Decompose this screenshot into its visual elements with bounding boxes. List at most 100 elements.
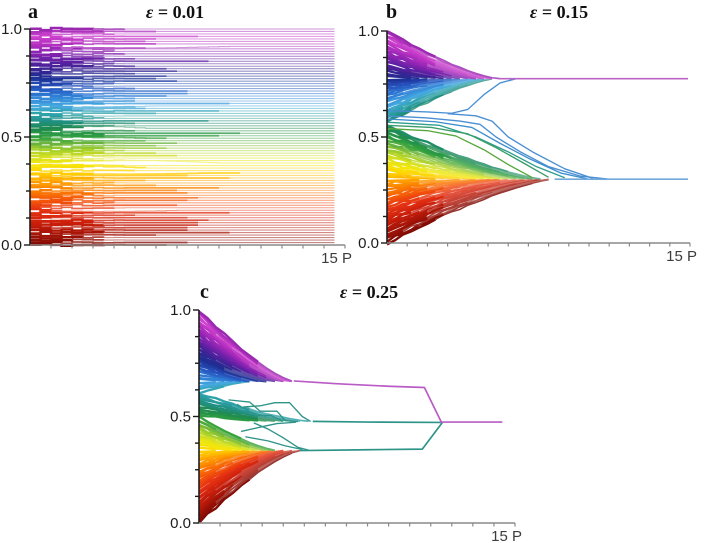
panel-a-label: a bbox=[28, 1, 38, 23]
agent-line bbox=[435, 178, 476, 184]
agent-line bbox=[198, 450, 216, 454]
agent-line bbox=[51, 69, 177, 73]
y-tick-label: 0.0 bbox=[170, 515, 191, 532]
agent-line bbox=[61, 129, 135, 133]
agent-line bbox=[30, 189, 53, 193]
agent-line bbox=[61, 241, 188, 245]
panel-b-label: b bbox=[386, 1, 398, 23]
agent-line bbox=[198, 449, 242, 458]
agent-line bbox=[198, 424, 225, 438]
agent-line bbox=[386, 72, 412, 78]
agent-line bbox=[82, 59, 209, 63]
agent-line bbox=[386, 213, 444, 243]
straggler-line bbox=[386, 127, 533, 179]
agent-line bbox=[386, 157, 412, 166]
agent-line bbox=[72, 209, 335, 213]
agent-line bbox=[198, 380, 233, 389]
agent-line bbox=[435, 56, 501, 80]
agent-line bbox=[435, 180, 501, 198]
agent-line bbox=[386, 166, 420, 174]
agent-line bbox=[82, 157, 335, 160]
agent-line bbox=[402, 146, 493, 175]
agent-line bbox=[419, 85, 460, 103]
agent-line bbox=[30, 191, 95, 195]
agent-line bbox=[386, 64, 412, 73]
agent-line bbox=[30, 176, 95, 180]
agent-line bbox=[61, 193, 105, 197]
agent-line bbox=[30, 160, 42, 163]
agent-line bbox=[93, 164, 126, 167]
agent-line bbox=[386, 149, 404, 155]
epsilon-symbol: ε bbox=[339, 282, 348, 302]
agent-line bbox=[30, 198, 74, 203]
agent-line bbox=[386, 79, 428, 88]
agent-line bbox=[72, 139, 146, 142]
agent-line bbox=[51, 117, 105, 120]
agent-line bbox=[198, 324, 242, 361]
agent-line bbox=[30, 40, 53, 44]
agent-line bbox=[198, 353, 225, 369]
straggler-line bbox=[386, 124, 549, 178]
y-tick-label: 1.0 bbox=[358, 23, 379, 40]
agent-line bbox=[435, 183, 468, 192]
agent-line bbox=[40, 169, 135, 173]
agent-line bbox=[386, 172, 404, 176]
agent-line bbox=[30, 87, 63, 91]
agent-line bbox=[30, 171, 95, 176]
agent-line bbox=[386, 186, 412, 195]
agent-line bbox=[30, 37, 84, 41]
agent-line bbox=[61, 52, 126, 56]
x-axis-label: 15 P bbox=[321, 250, 352, 267]
agent-line bbox=[93, 65, 135, 68]
agent-line bbox=[198, 446, 216, 451]
agent-line bbox=[386, 87, 404, 96]
agent-line bbox=[30, 76, 84, 81]
agent-line bbox=[249, 408, 309, 423]
straggler-line bbox=[240, 421, 296, 433]
agent-line bbox=[386, 124, 445, 151]
agent-line bbox=[410, 182, 485, 204]
agent-line bbox=[72, 92, 188, 95]
agent-line bbox=[30, 223, 105, 227]
agent-line bbox=[30, 203, 53, 207]
agent-line bbox=[427, 201, 469, 220]
straggler-line bbox=[386, 118, 588, 180]
agent-line bbox=[51, 39, 146, 43]
agent-line bbox=[198, 449, 233, 457]
agent-line bbox=[30, 227, 95, 232]
agent-line bbox=[198, 436, 217, 445]
y-tick-label: 0.5 bbox=[358, 129, 379, 146]
agent-line bbox=[30, 195, 84, 200]
agent-line bbox=[198, 431, 242, 448]
agent-line bbox=[386, 151, 412, 162]
agent-line bbox=[198, 484, 226, 506]
straggler-line bbox=[253, 422, 309, 451]
agent-line bbox=[51, 156, 84, 160]
agent-line bbox=[386, 211, 412, 224]
agent-line bbox=[30, 238, 74, 243]
straggler-line bbox=[386, 115, 608, 180]
agent-line bbox=[198, 408, 259, 420]
agent-line bbox=[30, 148, 95, 153]
agent-line bbox=[198, 401, 259, 418]
agent-line bbox=[30, 103, 74, 109]
straggler-line bbox=[243, 401, 311, 422]
agent-line bbox=[61, 35, 198, 39]
panel-c-label: c bbox=[200, 281, 209, 303]
agent-line bbox=[198, 470, 217, 483]
panel-a-title: ε = 0.01 bbox=[110, 1, 240, 23]
agent-line bbox=[198, 310, 259, 363]
agent-line bbox=[198, 385, 225, 395]
agent-line bbox=[30, 33, 63, 39]
agent-line bbox=[386, 74, 420, 80]
agent-line bbox=[386, 205, 444, 231]
agent-line bbox=[386, 91, 404, 100]
y-tick-label: 0.0 bbox=[358, 235, 379, 252]
agent-line bbox=[30, 185, 74, 190]
agent-line bbox=[51, 189, 177, 192]
agent-line bbox=[30, 214, 74, 218]
panel-c-axes: 0.0 0.5 1.0 15 P bbox=[170, 302, 522, 543]
agent-line bbox=[386, 190, 420, 201]
x-axis-label: 15 P bbox=[491, 528, 522, 543]
agent-line bbox=[30, 125, 84, 131]
